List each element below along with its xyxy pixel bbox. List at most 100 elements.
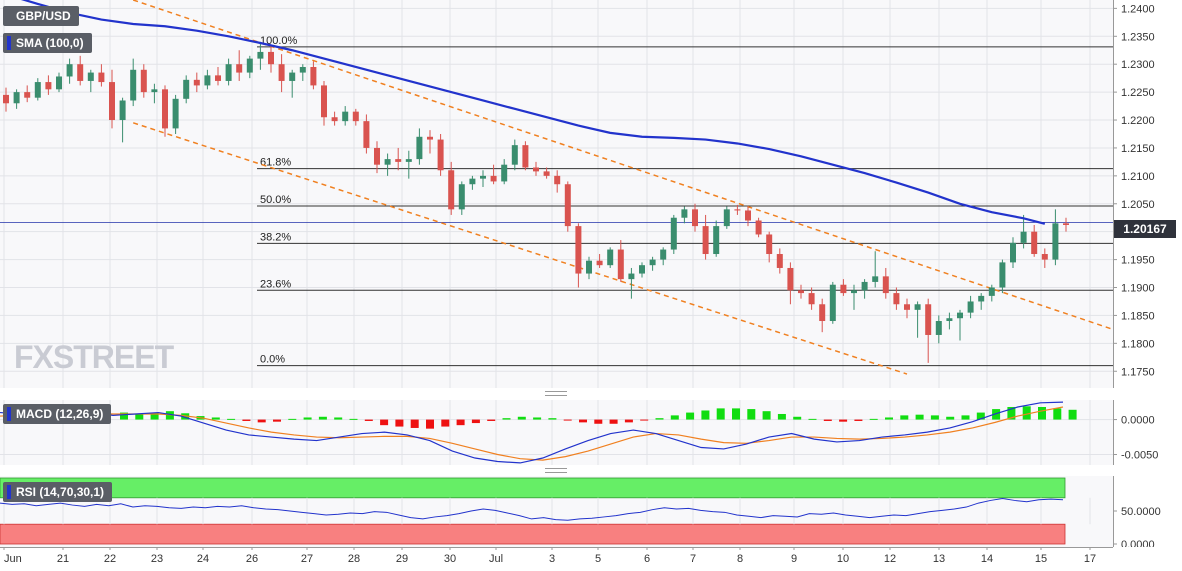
candle-body (575, 226, 582, 274)
candle (24, 85, 31, 103)
candle (713, 220, 720, 257)
candle-body (660, 249, 667, 260)
candle-body (1010, 242, 1016, 263)
candle (882, 267, 889, 299)
macd-panel[interactable]: MACD (12,26,9) (0, 400, 1113, 465)
candlesticks (3, 41, 1069, 363)
candle-body (257, 51, 264, 59)
rsi-panel[interactable]: RSI (14,70,30,1) (0, 476, 1113, 547)
candle-body (639, 265, 645, 274)
macd-histogram-bar (456, 419, 465, 426)
candle-body (649, 259, 656, 266)
candle-body (331, 117, 338, 122)
macd-histogram-bar (533, 417, 542, 420)
price-y-axis[interactable]: 1.2400 1.2350 1.2300 1.2250 1.2200 1.2150 1.21… (1113, 0, 1182, 388)
x-tick-label: 12 (884, 553, 896, 565)
candle (808, 287, 815, 310)
candle (151, 83, 158, 104)
macd-histogram-bar (747, 409, 756, 420)
macd-histogram-bar (716, 408, 725, 420)
time-x-axis[interactable]: Jun 21 22 23 24 26 27 28 29 30 Jul 3 5 6 7 8 9 10 12 13 14 15… (0, 547, 1113, 571)
rsi-y-axis[interactable]: 50.0000 0.0000 (1113, 476, 1182, 547)
macd-histogram-bar (624, 419, 633, 423)
macd-histogram-bar (946, 416, 955, 420)
candle-body (437, 139, 444, 171)
rsi-oversold-zone (0, 523, 1066, 545)
candle-body (289, 72, 296, 81)
candle-body (215, 75, 221, 81)
fib-label: 100.0% (260, 35, 298, 47)
candle-body (586, 260, 592, 274)
price-chart-panel[interactable]: FXSTREET 100.0% 61.8% 50.0% 38.2% 23.6% 0.0% G… (0, 0, 1130, 388)
candle (840, 279, 847, 296)
candle (702, 214, 709, 260)
candle (904, 298, 910, 319)
candle (66, 58, 73, 84)
candle-body (3, 94, 9, 104)
candle (596, 254, 603, 268)
symbol-tag[interactable]: GBP/USD (3, 6, 79, 26)
sma-100-line (20, 0, 1046, 225)
macd-line (0, 401, 1064, 464)
candle-body (819, 304, 826, 322)
candle-body (119, 100, 126, 121)
candle-body (808, 293, 815, 305)
candle (734, 204, 741, 215)
candle (639, 262, 645, 278)
candle (575, 223, 582, 288)
rsi-tick-label: 0.0000 (1121, 539, 1155, 547)
candle (1031, 224, 1038, 257)
candle (215, 66, 221, 86)
candle (384, 153, 391, 176)
macd-histogram-bar (793, 416, 802, 420)
candle (437, 133, 444, 176)
candle (967, 295, 974, 319)
candle-body (978, 295, 985, 302)
x-tick-label: 13 (933, 553, 945, 565)
candle-body (554, 175, 561, 185)
panel-resize-handle-rsi[interactable] (545, 468, 567, 473)
candle-body (511, 145, 518, 165)
candle-body (87, 72, 94, 81)
macd-label: MACD (12,26,9) (16, 407, 104, 421)
macd-histogram-bar (1007, 406, 1016, 420)
symbol-swatch (7, 9, 11, 23)
candle-body (617, 249, 624, 280)
sma-tag[interactable]: SMA (100,0) (3, 33, 92, 53)
macd-tag[interactable]: MACD (12,26,9) (3, 404, 112, 424)
x-tick-label: 17 (1084, 553, 1096, 565)
candle (374, 141, 380, 174)
candle (564, 181, 571, 232)
macd-histogram-bar (120, 412, 128, 420)
macd-histogram-bar (609, 419, 618, 424)
candle (745, 206, 751, 227)
x-tick-label: 30 (444, 553, 456, 565)
macd-histogram-bar (1022, 406, 1031, 420)
macd-y-axis[interactable]: 0.0000 -0.0050 (1113, 400, 1182, 465)
candle (427, 130, 433, 154)
candle-body (469, 178, 476, 185)
candle (183, 75, 190, 104)
candle-body (1063, 223, 1069, 225)
rsi-tag[interactable]: RSI (14,70,30,1) (3, 482, 113, 502)
candle (861, 279, 868, 299)
candle (628, 267, 635, 299)
x-tick-label: 28 (348, 553, 360, 565)
candle-body (77, 64, 84, 81)
candle (1020, 214, 1027, 249)
candle (204, 69, 211, 90)
x-tick-label: 26 (246, 553, 258, 565)
candle (755, 217, 762, 238)
candle-body (363, 121, 370, 148)
candle (946, 312, 953, 330)
candle (289, 69, 296, 98)
candle-body (427, 136, 433, 140)
candle (893, 287, 900, 310)
macd-histogram-bar (303, 417, 312, 420)
macd-histogram-bar (441, 419, 450, 427)
panel-resize-handle-macd[interactable] (545, 391, 567, 396)
candle-body (395, 159, 402, 162)
candle-body (172, 98, 179, 129)
macd-histogram-bar (273, 419, 281, 422)
candle-body (745, 210, 751, 221)
